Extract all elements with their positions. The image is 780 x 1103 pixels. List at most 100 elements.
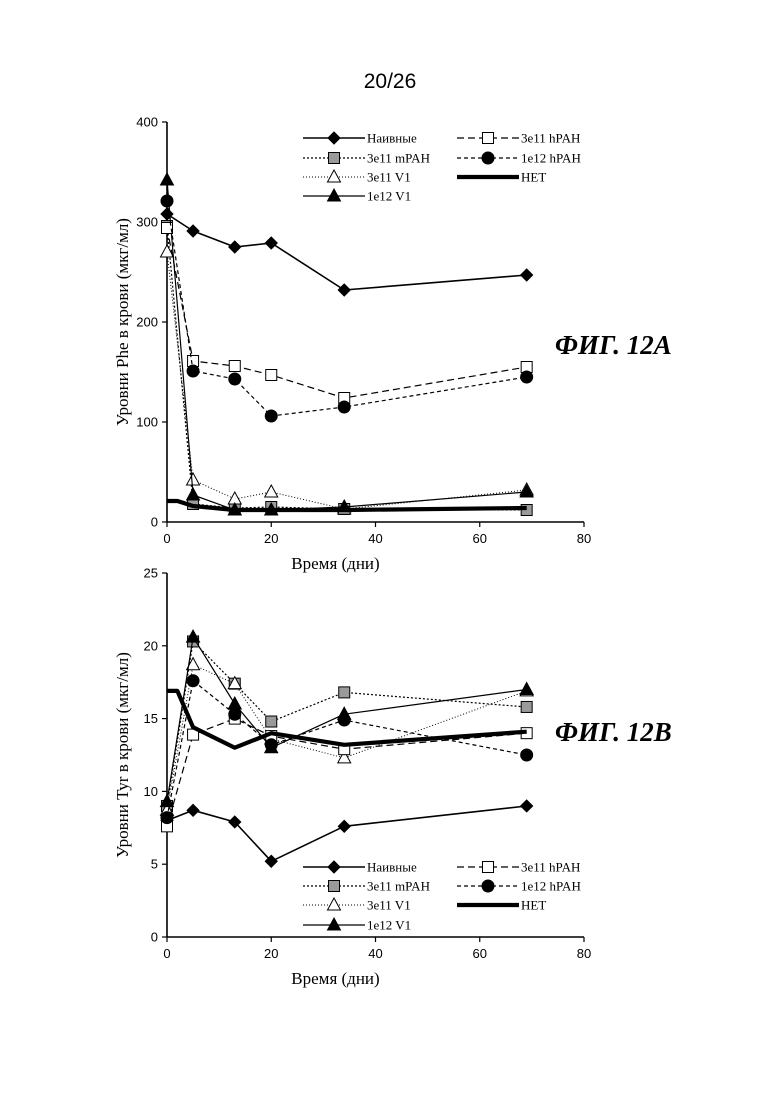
- legend-label-het: HET: [521, 898, 546, 913]
- data-point-1e12-hpah: [187, 675, 199, 687]
- series-line-3e11-hpah: [167, 228, 527, 398]
- legend-marker-naive: [328, 132, 340, 144]
- y-tick-label: 10: [144, 784, 158, 799]
- series-1e12-v1: [161, 173, 534, 515]
- x-tick-label: 0: [163, 531, 170, 546]
- legend-label-3e11-v1: 3e11 V1: [367, 170, 411, 185]
- data-point-1e12-hpah: [265, 410, 277, 422]
- x-tick-label: 60: [473, 531, 487, 546]
- data-point-1e12-hpah: [521, 749, 533, 761]
- data-point-1e12-hpah: [229, 373, 241, 385]
- data-point-1e12-hpah: [161, 812, 173, 824]
- x-tick-label: 80: [577, 946, 591, 961]
- data-point-1e12-hpah: [338, 714, 350, 726]
- legend-marker-1e12-v1: [328, 918, 341, 930]
- series-3e11-hpah: [162, 223, 533, 404]
- legend-marker-3e11-mpah: [329, 153, 340, 164]
- y-tick-label: 20: [144, 638, 158, 653]
- data-point-1e12-v1: [520, 682, 533, 694]
- y-tick-label: 100: [136, 415, 158, 430]
- legend: Наивные 3e11 mPAH 3e11 V1 1e12 V1 3e11 hPAH 1…: [303, 860, 581, 933]
- legend-label-naive: Наивные: [367, 860, 417, 875]
- data-point-3e11-hpah: [229, 361, 240, 372]
- chart-tyr-levels: 0 5 10 15 20 25 0 20 40 60 80 Время (дни) Уровни Tyr…: [113, 566, 672, 989]
- series-3e11-hpah: [162, 713, 533, 832]
- series-1e12-hpah: [161, 195, 533, 422]
- legend-label-3e11-mpah: 3e11 mPAH: [367, 151, 430, 166]
- y-tick-label: 0: [151, 515, 158, 530]
- x-tick-label: 20: [264, 946, 278, 961]
- legend: Наивные 3e11 mPAH 3e11 V1 1e12 V1 3e11 hPAH 1…: [303, 131, 581, 204]
- series-line-1e12-v1: [167, 180, 527, 510]
- data-point-3e11-mpah: [266, 716, 277, 727]
- series-naive: [161, 208, 533, 296]
- series-line-3e11-mpah: [167, 226, 527, 510]
- data-point-1e12-v1: [161, 173, 174, 185]
- data-point-naive: [161, 208, 173, 220]
- x-tick-label: 80: [577, 531, 591, 546]
- x-tick-label: 0: [163, 946, 170, 961]
- figure-label: ФИГ. 12B: [555, 717, 672, 747]
- data-point-naive: [521, 800, 533, 812]
- legend-label-3e11-hpah: 3e11 hPAH: [521, 131, 580, 146]
- legend-label-naive: Наивные: [367, 131, 417, 146]
- y-tick-label: 25: [144, 566, 158, 581]
- data-point-1e12-hpah: [265, 739, 277, 751]
- data-point-3e11-mpah: [521, 701, 532, 712]
- data-point-3e11-mpah: [339, 687, 350, 698]
- data-point-naive: [521, 269, 533, 281]
- data-point-naive: [338, 284, 350, 296]
- chart-phe-levels: 0100200300400020406080Время (дни)Уровни …: [113, 115, 672, 574]
- legend-label-1e12-v1: 1e12 V1: [367, 918, 411, 933]
- legend-marker-3e11-hpah: [483, 133, 494, 144]
- x-axis-label: Время (дни): [291, 969, 379, 988]
- series-3e11-v1: [161, 245, 534, 514]
- x-tick-label: 40: [368, 946, 382, 961]
- data-point-1e12-hpah: [161, 195, 173, 207]
- y-tick-label: 15: [144, 711, 158, 726]
- data-point-3e11-hpah: [266, 370, 277, 381]
- legend-label-3e11-mpah: 3e11 mPAH: [367, 879, 430, 894]
- series-line-naive: [167, 806, 527, 861]
- legend-marker-3e11-mpah: [329, 881, 340, 892]
- legend-marker-3e11-hpah: [483, 862, 494, 873]
- y-tick-label: 200: [136, 315, 158, 330]
- data-point-naive: [187, 225, 199, 237]
- data-point-1e12-hpah: [187, 365, 199, 377]
- data-point-naive: [338, 820, 350, 832]
- legend-label-het: HET: [521, 170, 546, 185]
- figures-canvas: 0100200300400020406080Время (дни)Уровни …: [0, 0, 780, 1103]
- legend-label-1e12-v1: 1e12 V1: [367, 189, 411, 204]
- y-tick-label: 0: [151, 930, 158, 945]
- y-axis-label: Уровни Tyr в крови (мкг/мл): [113, 652, 132, 858]
- series-line-1e12-hpah: [167, 201, 527, 416]
- legend-marker-3e11-v1: [328, 170, 341, 182]
- x-tick-label: 20: [264, 531, 278, 546]
- legend-marker-3e11-v1: [328, 898, 341, 910]
- data-point-3e11-v1: [187, 473, 200, 485]
- y-tick-label: 5: [151, 857, 158, 872]
- legend-marker-1e12-v1: [328, 189, 341, 201]
- y-tick-label: 300: [136, 215, 158, 230]
- legend-label-1e12-hpah: 1e12 hPAH: [521, 151, 581, 166]
- data-point-1e12-hpah: [521, 371, 533, 383]
- legend-marker-1e12-hpah: [482, 880, 494, 892]
- y-axis-label: Уровни Phe в крови (мкг/мл): [113, 218, 132, 426]
- figure-label: ФИГ. 12A: [555, 330, 672, 360]
- legend-label-3e11-hpah: 3e11 hPAH: [521, 860, 580, 875]
- legend-marker-1e12-hpah: [482, 152, 494, 164]
- series-naive: [161, 800, 533, 867]
- x-tick-label: 60: [473, 946, 487, 961]
- series-3e11-mpah: [162, 221, 533, 516]
- data-point-1e12-hpah: [338, 401, 350, 413]
- legend-marker-naive: [328, 861, 340, 873]
- legend-label-1e12-hpah: 1e12 hPAH: [521, 879, 581, 894]
- y-tick-label: 400: [136, 115, 158, 130]
- legend-label-3e11-v1: 3e11 V1: [367, 898, 411, 913]
- data-point-1e12-v1: [228, 697, 241, 709]
- series-line-naive: [167, 214, 527, 290]
- data-point-3e11-v1: [265, 485, 278, 497]
- data-point-naive: [229, 241, 241, 253]
- data-point-1e12-v1: [187, 488, 200, 500]
- x-axis-label: Время (дни): [291, 554, 379, 573]
